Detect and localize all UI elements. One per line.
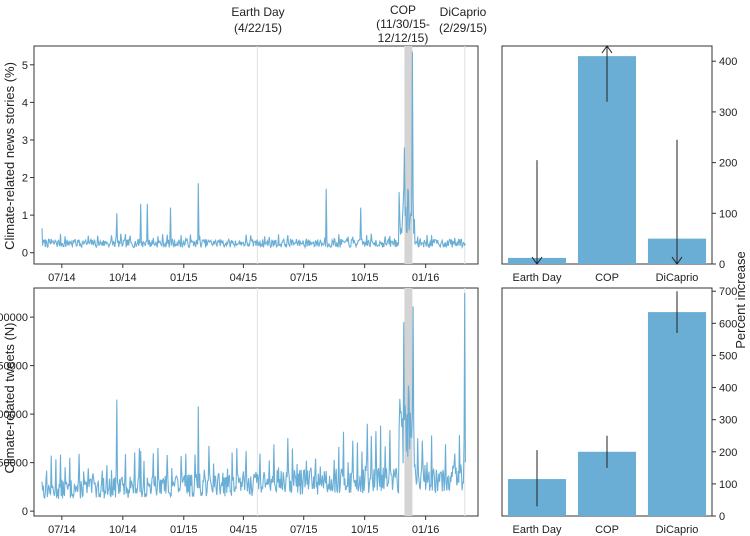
category-label: DiCaprio [656, 524, 699, 536]
y-tick-label: 700 [719, 286, 737, 298]
x-tick-label: 04/15 [230, 524, 258, 536]
news-bar-panel: Earth Day COP DiCaprio 0 100 200 300 400 [501, 45, 737, 284]
tweets-ylabel: Climate-related tweets (N) [2, 323, 17, 474]
y-tick-label: 200 [719, 158, 737, 170]
y-tick-label: 0 [719, 259, 725, 271]
y-tick-label: 5 [22, 60, 28, 72]
y-tick-label: 100000 [0, 409, 28, 421]
category-label: Earth Day [513, 272, 562, 284]
plot-frame [33, 287, 479, 517]
x-tick-label: 10/15 [351, 524, 379, 536]
event-label-earth-day-name: Earth Day [231, 5, 284, 19]
event-labels: Earth Day (4/22/15) COP (11/30/15- 12/12… [231, 3, 487, 45]
error-arrow-down [531, 256, 543, 265]
y-tick-label: 600 [719, 318, 737, 330]
x-tick-label: 01/15 [170, 272, 198, 284]
plot-frame [33, 45, 479, 265]
y-tick-label: 300 [719, 415, 737, 427]
news-ylabel: Climate-related news stories (%) [2, 62, 17, 250]
y-tick-label: 3 [22, 135, 28, 147]
x-tick-label: 07/14 [48, 272, 76, 284]
x-tick-label: 10/14 [109, 524, 137, 536]
y-tick-label: 1 [22, 210, 28, 222]
x-tick-label: 07/14 [48, 524, 76, 536]
cop-period-band [404, 46, 413, 264]
x-tick-label: 07/15 [290, 524, 318, 536]
y-tick-label: 0 [719, 511, 725, 523]
category-label: COP [595, 524, 619, 536]
x-tick-label: 10/14 [109, 272, 137, 284]
y-tick-label: 50000 [0, 458, 28, 470]
y-tick-label: 100 [719, 208, 737, 220]
series-line [41, 51, 466, 250]
y-tick-label: 0 [22, 506, 28, 518]
y-tick-label: 100 [719, 479, 737, 491]
series-line [41, 292, 466, 500]
event-label-cop-date-line2: 12/12/15) [378, 31, 429, 45]
y-tick-label: 400 [719, 383, 737, 395]
event-label-cop-date-line1: (11/30/15- [376, 17, 430, 31]
y-tick-label: 400 [719, 56, 737, 68]
x-tick-label: 07/15 [290, 272, 318, 284]
x-tick-label: 01/15 [170, 524, 198, 536]
category-label: COP [595, 272, 619, 284]
category-label: DiCaprio [656, 272, 699, 284]
y-tick-label: 0 [22, 248, 28, 260]
tweets-line-panel: 07/14 10/14 01/15 04/15 07/15 10/15 01/16 0 5000… [0, 287, 479, 536]
y-tick-label: 2 [22, 173, 28, 185]
event-label-cop-name: COP [390, 3, 416, 17]
event-label-dicaprio-date: (2/29/15) [439, 21, 487, 35]
x-tick-label: 01/16 [412, 524, 440, 536]
y-tick-label: 200 [719, 447, 737, 459]
y-tick-label: 200000 [0, 312, 28, 324]
news-line-panel: 07/14 10/14 01/15 04/15 07/15 10/15 01/16 0 1 2 3 4… [22, 45, 479, 284]
error-arrow-down [671, 256, 683, 265]
y-tick-label: 4 [22, 97, 28, 109]
y-tick-label: 300 [719, 107, 737, 119]
x-tick-label: 04/15 [230, 272, 258, 284]
y-tick-label: 150000 [0, 361, 28, 373]
x-tick-label: 01/16 [412, 272, 440, 284]
category-label: Earth Day [513, 524, 562, 536]
x-tick-label: 10/15 [351, 272, 379, 284]
percent-increase-ylabel: Percent increase [733, 251, 748, 349]
tweets-bar-panel: Earth Day COP DiCaprio 0 100 200 300 400 500 600 7… [501, 286, 737, 536]
event-label-dicaprio-name: DiCaprio [440, 5, 487, 19]
y-tick-label: 500 [719, 350, 737, 362]
bar [647, 312, 707, 516]
error-arrow-up [601, 45, 613, 54]
event-label-earth-day-date: (4/22/15) [234, 21, 282, 35]
